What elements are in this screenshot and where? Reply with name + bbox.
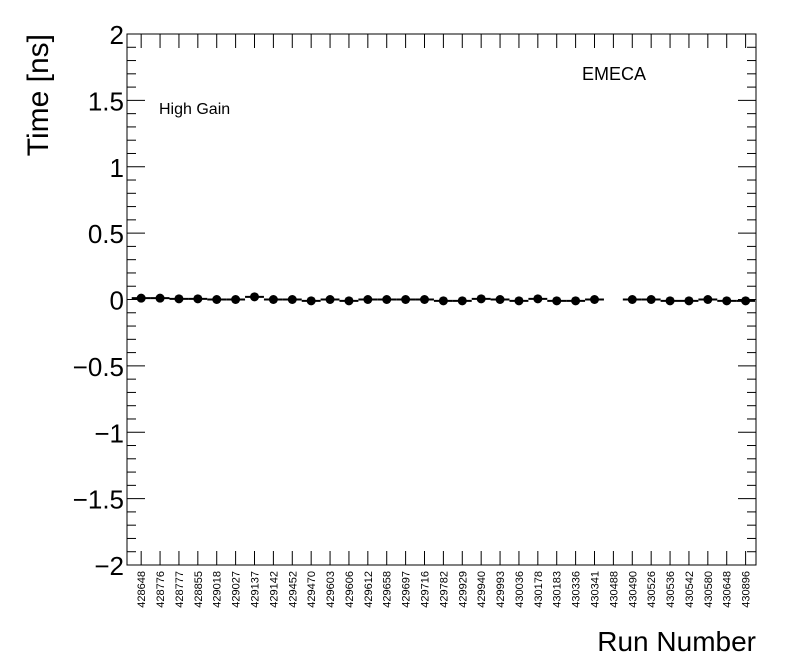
x-tick-label: 430580 [703,571,715,608]
x-tick-label: 430178 [533,571,545,608]
x-tick-label: 430542 [684,571,696,608]
data-point [741,296,751,306]
x-tick-label: 430341 [590,571,602,608]
x-tick-label: 430336 [571,571,583,608]
x-tick-label: 428777 [174,571,186,608]
detector-label: EMECA [582,64,646,84]
data-point [363,295,373,304]
x-tick-label: 429697 [401,571,413,608]
x-tick-label: 430536 [665,571,677,608]
y-tick-label: −0.5 [73,352,124,382]
data-point [420,295,429,304]
x-axis-label: Run Number [597,626,756,657]
data-point [722,296,732,306]
data-points [131,292,756,306]
data-point [703,295,713,304]
data-point [495,295,505,304]
x-tick-label: 429658 [382,571,394,608]
y-tick-label: −1.5 [73,485,124,515]
data-point [287,295,297,304]
x-tick-label: 429782 [438,571,450,608]
data-point [325,295,335,304]
y-axis: 2 1.5 1 0.5 0 −0.5 −1 −1.5 −2 [73,20,756,581]
data-point [552,296,562,306]
y-tick-label: 1.5 [88,86,124,116]
y-tick-label: −1 [94,418,124,448]
data-point [627,295,637,304]
x-tick-label: 429603 [325,571,337,608]
x-tick-label: 430036 [514,571,526,608]
x-tick-label: 429142 [268,571,280,608]
x-tick-label: 429027 [231,571,243,608]
x-tick-label: 428648 [136,571,148,608]
data-point [268,295,278,304]
x-tick-label: 430488 [608,571,620,608]
data-point [533,294,543,304]
y-tick-label: 1 [110,153,124,183]
x-tick-label: 429940 [476,571,488,608]
data-point [457,296,467,306]
data-point [401,295,411,304]
data-point [174,294,184,304]
x-axis: 428648 428776 428777 428855 429018 429027 4291… [136,34,753,608]
x-tick-label: 430490 [627,571,639,608]
x-tick-label: 430526 [646,571,658,608]
data-point [306,296,316,306]
data-point [646,295,656,304]
x-tick-label: 429452 [287,571,299,608]
y-tick-label: 0 [110,286,124,316]
x-tick-label: 430648 [722,571,734,608]
x-tick-label: 428776 [155,571,167,608]
x-tick-label: 429612 [363,571,375,608]
x-tick-label: 429929 [457,571,469,608]
data-point [665,296,675,306]
x-tick-label: 430183 [552,571,564,608]
y-axis-label: Time [ns] [22,34,55,156]
data-point [136,293,146,303]
data-point [344,296,354,306]
x-tick-label: 429993 [495,571,507,608]
data-point [193,294,203,304]
data-point [250,292,259,302]
x-tick-label: 430896 [741,571,753,608]
data-point [212,295,222,304]
x-tick-label: 429716 [420,571,432,608]
data-point [231,295,241,304]
x-tick-label: 429018 [212,571,224,608]
x-tick-label: 429470 [306,571,318,608]
x-tick-label: 429606 [344,571,356,608]
data-point [571,296,581,306]
y-tick-label: 2 [110,20,124,50]
x-tick-label: 429137 [250,571,262,608]
y-tick-label: −2 [94,551,124,581]
data-point [155,293,165,303]
y-tick-label: 0.5 [88,219,124,249]
data-point [684,296,694,306]
x-tick-label: 428855 [193,571,205,608]
data-point [514,296,524,306]
data-point [382,295,392,304]
data-point [438,296,448,306]
data-point [476,294,486,304]
data-point [590,295,599,304]
gain-label: High Gain [159,101,230,118]
